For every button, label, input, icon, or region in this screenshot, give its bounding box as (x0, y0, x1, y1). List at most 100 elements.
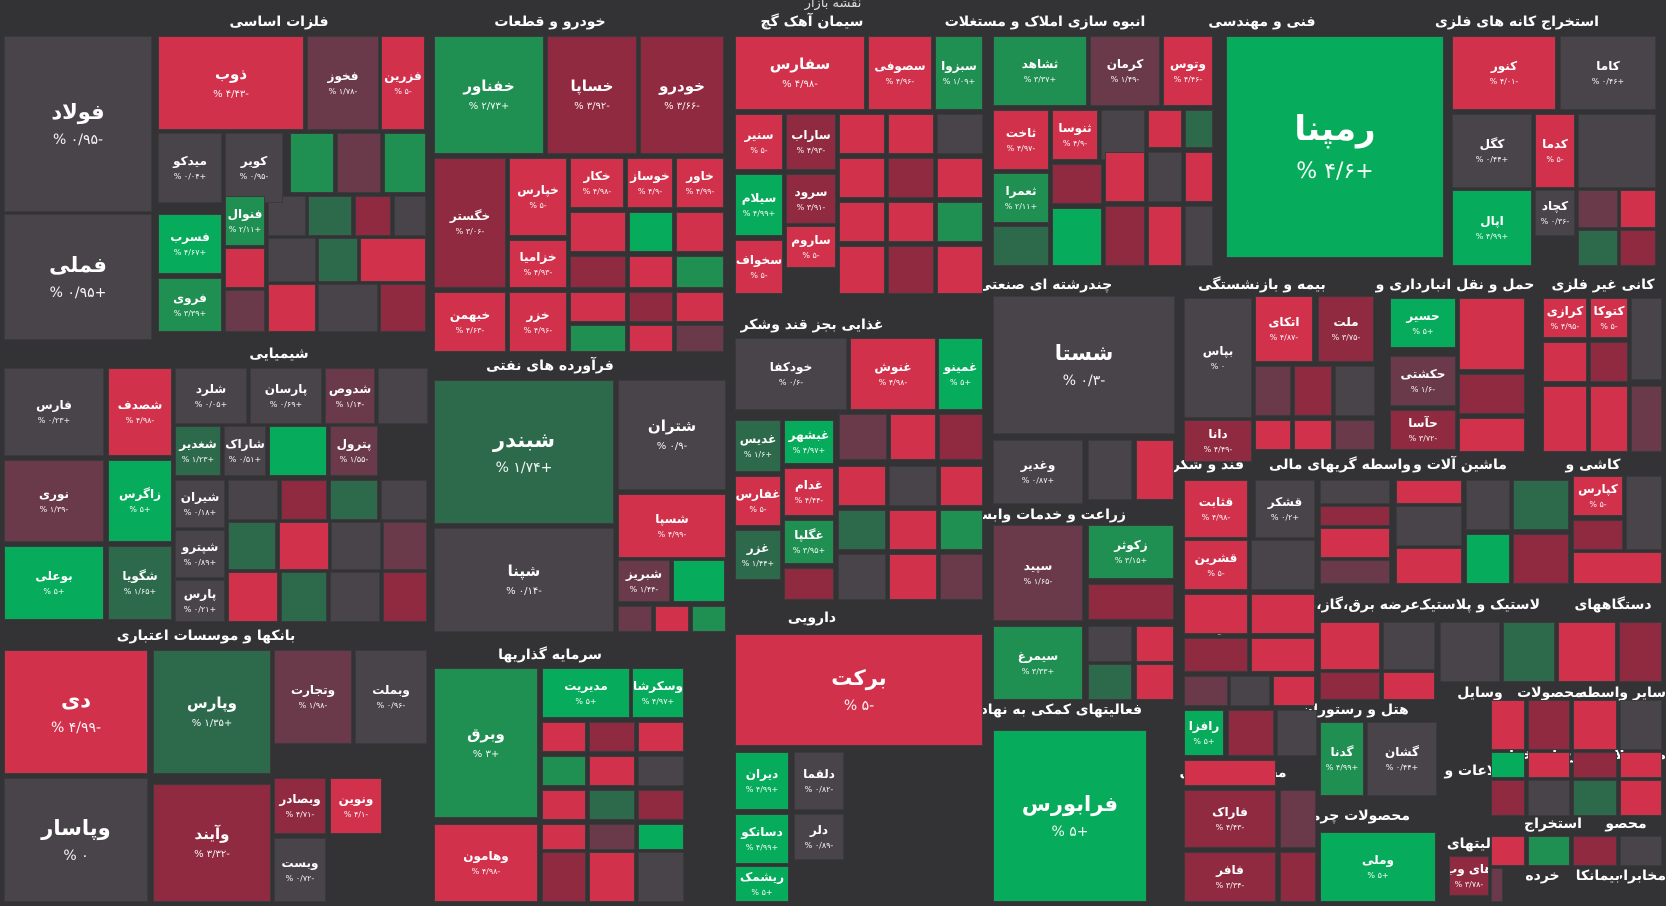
treemap-tile[interactable] (337, 133, 381, 193)
treemap-tile[interactable] (784, 568, 834, 600)
treemap-tile[interactable] (1466, 480, 1510, 530)
treemap-tile[interactable] (589, 852, 635, 902)
treemap-tile[interactable] (629, 256, 673, 288)
treemap-tile[interactable] (308, 196, 352, 236)
symbol-tile[interactable]: شتران -۰/۹ % (618, 380, 726, 490)
treemap-tile[interactable] (1573, 752, 1617, 778)
symbol-tile[interactable]: شپترو +۰/۸۹ % (175, 530, 225, 578)
symbol-tile[interactable]: خبهمن -۴/۶۳ % (434, 292, 506, 352)
treemap-tile[interactable] (542, 824, 586, 850)
treemap-tile[interactable] (1184, 638, 1248, 672)
treemap-tile[interactable] (676, 212, 724, 252)
treemap-tile[interactable] (1573, 836, 1617, 866)
treemap-tile[interactable] (384, 133, 426, 193)
symbol-tile[interactable]: گدنا +۴/۹۹ % (1320, 722, 1364, 796)
treemap-tile[interactable] (1620, 700, 1662, 750)
symbol-tile[interactable]: وتجارت -۱/۹۸ % (274, 650, 352, 744)
treemap-tile[interactable] (838, 466, 886, 506)
symbol-tile[interactable]: حکشتی -۱/۶ % (1390, 356, 1456, 406)
treemap-tile[interactable] (1396, 548, 1462, 584)
symbol-tile[interactable]: بوعلی +۵ % (4, 546, 104, 620)
treemap-tile[interactable] (1573, 552, 1662, 584)
treemap-tile[interactable] (673, 560, 725, 602)
symbol-tile[interactable]: شغدیر +۱/۲۳ % (175, 426, 221, 476)
symbol-tile[interactable]: غدام -۴/۴۴ % (784, 468, 834, 516)
symbol-tile[interactable]: سفارس -۴/۹۸ % (735, 36, 865, 110)
treemap-tile[interactable] (1543, 386, 1587, 452)
symbol-tile[interactable]: دانا -۴/۴۹ % (1184, 420, 1252, 462)
treemap-tile[interactable] (1491, 780, 1525, 816)
symbol-tile[interactable]: کرازی -۴/۹۵ % (1543, 298, 1587, 338)
symbol-tile[interactable]: پترول -۱/۵۵ % (330, 426, 378, 476)
symbol-tile[interactable]: وهامون -۴/۹۸ % (434, 824, 538, 902)
treemap-tile[interactable] (1383, 672, 1435, 700)
treemap-tile[interactable] (383, 572, 427, 622)
treemap-tile[interactable] (1578, 230, 1618, 266)
treemap-tile[interactable] (629, 325, 673, 352)
symbol-tile[interactable]: رمپنا +۴/۶ % (1226, 36, 1444, 258)
treemap-tile[interactable] (1105, 152, 1145, 202)
symbol-tile[interactable]: برکت -۵ % (735, 634, 983, 746)
symbol-tile[interactable]: فزرین -۵ % (381, 36, 425, 130)
treemap-tile[interactable] (1631, 386, 1662, 452)
treemap-tile[interactable] (1396, 480, 1462, 504)
symbol-tile[interactable]: دسانکو +۴/۹۹ % (735, 814, 789, 864)
treemap-tile[interactable] (268, 238, 316, 282)
symbol-tile[interactable]: خپارس -۵ % (509, 158, 567, 236)
treemap-tile[interactable] (1088, 584, 1174, 620)
symbol-tile[interactable]: دلقما -۰/۸۲ % (794, 752, 844, 810)
symbol-tile[interactable]: های وب -۳/۷۸ % (1449, 856, 1489, 896)
treemap-tile[interactable] (1491, 700, 1525, 750)
treemap-tile[interactable] (1136, 626, 1174, 662)
treemap-tile[interactable] (839, 114, 885, 154)
symbol-tile[interactable]: شیران +۰/۱۸ % (175, 480, 225, 528)
treemap-tile[interactable] (1273, 676, 1315, 706)
treemap-tile[interactable] (1620, 190, 1656, 228)
symbol-tile[interactable]: وتوس -۴/۴۶ % (1163, 36, 1213, 106)
symbol-tile[interactable]: فسرب +۴/۶۷ % (158, 214, 222, 274)
symbol-tile[interactable]: ونوین -۴/۱ % (330, 778, 382, 834)
symbol-tile[interactable]: فولاد -۰/۹۵ % (4, 36, 152, 212)
symbol-tile[interactable]: فرابورس +۵ % (993, 730, 1147, 902)
treemap-tile[interactable] (570, 212, 626, 252)
treemap-tile[interactable] (1558, 622, 1616, 682)
treemap-tile[interactable] (1440, 622, 1500, 682)
treemap-tile[interactable] (318, 284, 378, 332)
treemap-tile[interactable] (542, 790, 586, 820)
treemap-tile[interactable] (589, 790, 635, 820)
treemap-tile[interactable] (676, 292, 724, 322)
symbol-tile[interactable]: شگویا +۱/۶۵ % (108, 546, 172, 620)
symbol-tile[interactable]: سیمرغ +۳/۳۳ % (993, 626, 1083, 700)
treemap-tile[interactable] (937, 114, 983, 154)
symbol-tile[interactable]: کنور -۴/۰۱ % (1452, 36, 1556, 110)
treemap-tile[interactable] (1320, 506, 1390, 526)
symbol-tile[interactable]: سنیر -۵ % (735, 114, 783, 170)
treemap-tile[interactable] (1528, 780, 1570, 816)
treemap-tile[interactable] (1466, 534, 1510, 584)
treemap-tile[interactable] (1631, 298, 1662, 380)
symbol-tile[interactable]: قشرین -۵ % (1184, 540, 1248, 590)
symbol-tile[interactable]: ثاخت -۴/۹۷ % (993, 110, 1049, 170)
symbol-tile[interactable]: وپارس +۱/۳۵ % (153, 650, 271, 774)
treemap-tile[interactable] (281, 480, 327, 520)
symbol-tile[interactable]: غدیس +۱/۶ % (735, 420, 781, 472)
treemap-tile[interactable] (638, 722, 684, 752)
treemap-tile[interactable] (268, 196, 306, 236)
symbol-tile[interactable]: غنوش -۴/۹۸ % (850, 338, 936, 410)
treemap-tile[interactable] (1335, 420, 1375, 450)
treemap-tile[interactable] (1543, 342, 1587, 382)
symbol-tile[interactable]: شستا -۰/۳ % (993, 296, 1175, 434)
treemap-tile[interactable] (1088, 626, 1132, 662)
treemap-tile[interactable] (888, 158, 934, 198)
treemap-tile[interactable] (1185, 152, 1213, 202)
treemap-tile[interactable] (1590, 342, 1628, 382)
treemap-tile[interactable] (629, 292, 673, 322)
treemap-tile[interactable] (1136, 664, 1174, 700)
treemap-tile[interactable] (838, 510, 886, 550)
treemap-tile[interactable] (330, 572, 380, 622)
treemap-tile[interactable] (225, 248, 265, 288)
symbol-tile[interactable]: ثشاهد +۳/۳۷ % (993, 36, 1087, 106)
treemap-tile[interactable] (888, 246, 934, 294)
symbol-tile[interactable]: شبندر +۱/۷۴ % (434, 380, 614, 524)
treemap-tile[interactable] (1294, 366, 1332, 416)
